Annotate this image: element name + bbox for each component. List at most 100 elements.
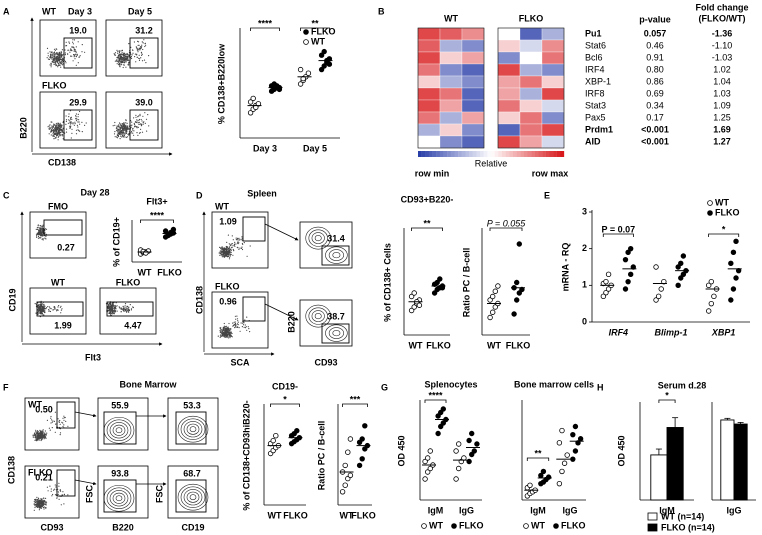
panel-label: E [544,190,550,200]
heat-cell [541,63,565,77]
event [42,225,44,227]
event [220,328,222,330]
event [39,502,42,504]
heat-cell [541,51,565,65]
data-point [559,468,565,475]
event [69,125,71,127]
event [37,506,40,508]
event [39,437,42,439]
label: WT [444,13,458,23]
event [120,133,123,135]
event [81,121,83,123]
event [123,124,125,126]
event [53,420,56,422]
event [121,131,123,133]
contour [332,252,341,259]
heat-cell [519,27,543,41]
contour [308,307,328,325]
arrow [264,223,299,241]
heat-cell [417,111,441,125]
label: B220 [286,311,296,333]
event [71,118,73,120]
event [41,238,43,240]
event [219,254,221,256]
event [112,306,114,308]
event [55,58,58,60]
event [223,329,225,331]
significance: **** [428,390,443,400]
event [40,436,43,438]
event [59,55,61,57]
label: FLKO [519,13,544,23]
event [37,500,39,502]
event [109,312,111,314]
heat-cell [497,87,521,101]
data-point [143,250,149,256]
colorbar-step [425,151,430,157]
event [137,40,139,43]
event [38,306,40,308]
event [34,504,36,506]
event [230,253,232,255]
event [112,313,114,315]
event [53,52,55,54]
contour [189,494,197,501]
event [63,424,65,426]
colorbar-step [472,151,477,157]
event [81,44,83,46]
contour [115,495,123,502]
event [60,53,63,55]
event [51,125,53,127]
p-value: 0.69 [646,88,664,98]
significance: **** [258,18,273,28]
event [58,59,60,61]
event [137,134,139,136]
event [123,129,125,131]
event [44,432,46,434]
label: SCA [230,357,250,367]
event [61,134,64,136]
event [136,119,138,121]
event [60,490,62,492]
chart-title: Flt3+ [146,196,167,206]
event [109,307,111,309]
event [218,252,220,254]
colorbar-step [538,151,543,157]
event [220,327,222,329]
label: CD138 [48,157,76,167]
contour [106,487,132,509]
bar [720,419,735,501]
data-point [561,460,568,466]
event [67,53,69,55]
event [144,43,146,45]
event [248,328,250,330]
event [50,490,52,492]
data-point [347,436,354,442]
event [59,122,61,124]
event [38,229,40,231]
label: FLKO [116,277,141,287]
event [142,42,144,44]
event [39,311,42,314]
event [53,126,55,128]
event [126,310,128,312]
event [229,255,231,257]
heat-cell [417,27,441,41]
gate-value: 0.50 [35,404,53,414]
data-point [427,448,433,454]
colorbar-step [549,151,554,157]
gate [36,301,84,317]
event [62,131,64,133]
sig-bracket [658,399,676,403]
event [70,123,72,125]
gene-name: XBP-1 [585,76,611,86]
heat-cell [461,123,485,137]
event [141,54,143,57]
event [36,501,38,503]
event [47,306,49,308]
bar [666,427,684,501]
event [222,333,224,335]
event [64,60,67,63]
event [124,127,126,129]
event [219,330,221,332]
